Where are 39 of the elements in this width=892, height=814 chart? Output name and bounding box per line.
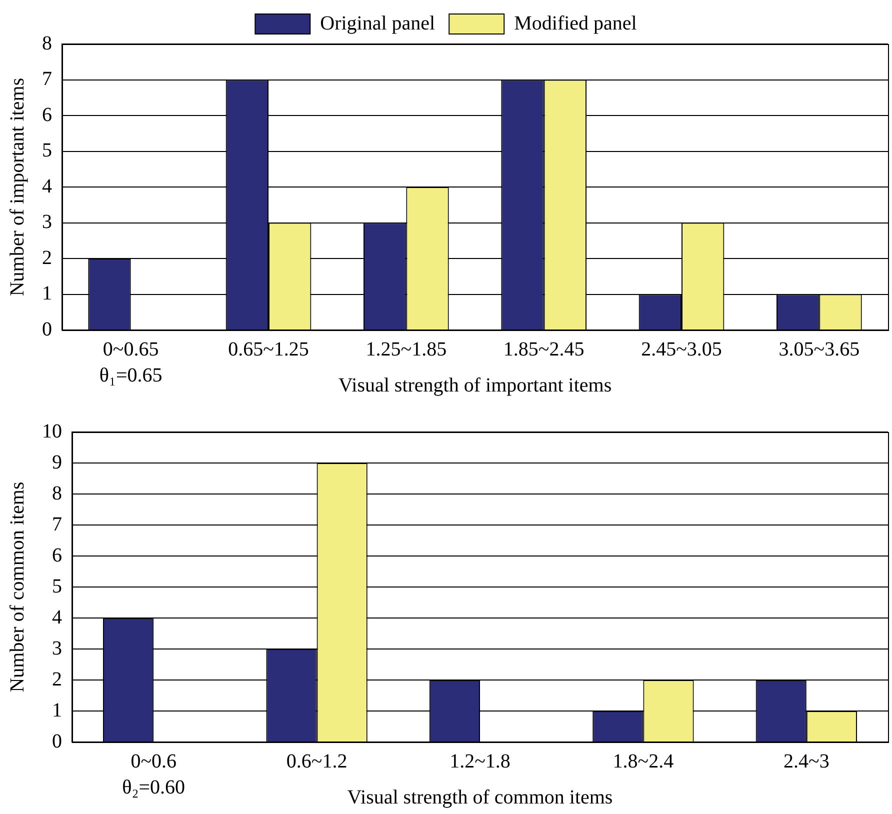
x-tick-label: 0.65~1.25 (228, 338, 309, 360)
y-tick-label: 2 (42, 246, 52, 269)
y-tick-label: 0 (52, 730, 62, 752)
x-tick-label: 1.8~2.4 (612, 750, 674, 772)
x-tick-label: 0.6~1.2 (286, 750, 348, 772)
y-tick-label: 7 (52, 513, 62, 536)
x-tick-label: 2.45~3.05 (641, 338, 722, 360)
y-tick-label: 6 (52, 544, 62, 566)
y-axis-title: Number of important items (6, 78, 28, 296)
y-tick-label: 1 (42, 282, 52, 304)
legend-label: Original panel (320, 12, 436, 34)
x-tick-label: 2.4~3 (783, 750, 830, 772)
x-tick-label: 1.25~1.85 (366, 338, 447, 360)
y-tick-label: 3 (42, 211, 52, 233)
x-tick-label: 3.05~3.65 (778, 338, 860, 360)
y-tick-label: 4 (52, 606, 62, 628)
legend-label: Modified panel (514, 12, 638, 34)
x-tick-label: 0~0.6 (130, 750, 177, 772)
y-tick-label: 3 (52, 637, 62, 660)
x-axis-title: Visual strength of common items (347, 786, 613, 808)
y-tick-label: 0 (42, 318, 52, 340)
y-axis-title: Number of common items (6, 482, 28, 692)
y-tick-label: 1 (52, 699, 62, 722)
y-tick-label: 8 (42, 32, 52, 54)
y-tick-label: 4 (42, 175, 52, 198)
text: θ₁=0.65 (99, 364, 162, 386)
y-tick-label: 2 (52, 668, 62, 690)
y-tick-label: 8 (52, 482, 62, 504)
y-tick-label: 6 (42, 104, 52, 126)
y-tick-label: 9 (52, 451, 62, 474)
x-tick-label: 1.85~2.45 (503, 338, 584, 360)
x-axis-title: Visual strength of important items (338, 374, 612, 396)
x-tick-label: 0~0.65 (102, 338, 159, 360)
y-tick-label: 5 (52, 575, 62, 598)
y-tick-label: 7 (42, 68, 52, 90)
y-tick-label: 5 (42, 140, 52, 162)
x-tick-label: 1.2~1.8 (450, 750, 510, 772)
text: θ₂=0.60 (122, 776, 186, 798)
y-tick-label: 10 (42, 420, 62, 442)
